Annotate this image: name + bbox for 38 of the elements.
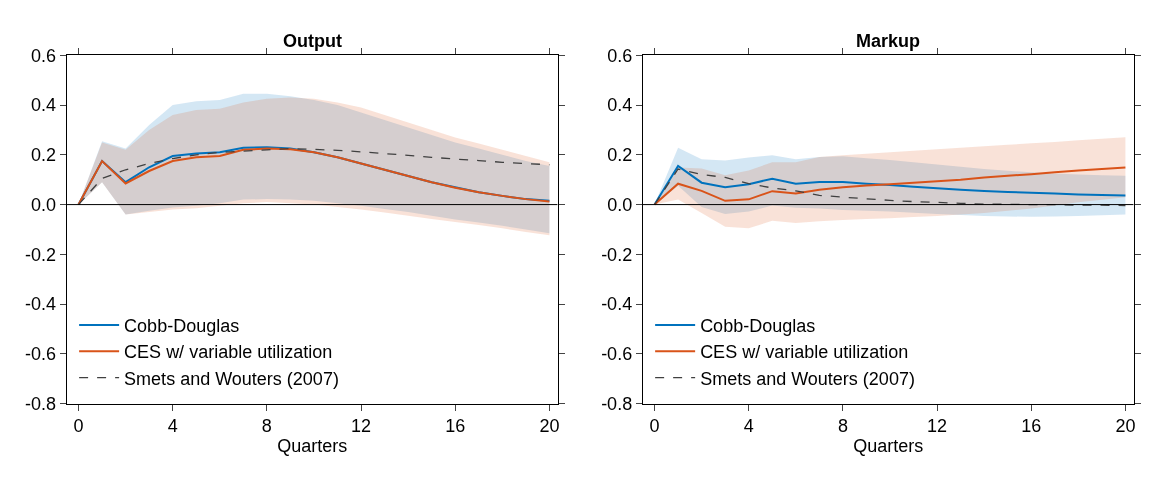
legend-label: CES w/ variable utilization	[700, 342, 909, 363]
x-tick-label: 16	[445, 416, 466, 437]
y-tick-label: -0.8	[601, 393, 633, 414]
y-tick-label: 0.6	[31, 45, 57, 66]
x-tick-label: 12	[351, 416, 372, 437]
chart-title: Output	[283, 31, 342, 51]
y-tick-label: -0.6	[25, 344, 57, 365]
x-tick-label: 8	[261, 416, 272, 437]
y-tick-label: -0.4	[601, 294, 633, 315]
x-tick-label: 4	[167, 416, 178, 437]
y-tick-label: -0.2	[25, 244, 57, 265]
x-tick-label: 4	[743, 416, 754, 437]
y-tick-label: -0.4	[25, 294, 57, 315]
x-tick-label: 8	[837, 416, 848, 437]
y-tick-label: 0.2	[31, 145, 57, 166]
legend-label: Smets and Wouters (2007)	[124, 368, 339, 389]
legend-label: Cobb-Douglas	[124, 315, 240, 336]
y-tick-label: 0.0	[31, 194, 57, 215]
legend-label: Smets and Wouters (2007)	[700, 368, 915, 389]
y-tick-label: -0.8	[25, 393, 57, 414]
x-tick-label: 0	[649, 416, 660, 437]
x-tick-label: 16	[1021, 416, 1042, 437]
x-tick-label: 20	[1115, 416, 1136, 437]
y-tick-label: 0.2	[607, 145, 633, 166]
x-axis-title: Quarters	[277, 436, 348, 457]
y-tick-label: 0.6	[607, 45, 633, 66]
x-tick-label: 0	[73, 416, 84, 437]
y-tick-label: -0.2	[601, 244, 633, 265]
chart-title: Markup	[856, 31, 921, 51]
legend-label: CES w/ variable utilization	[124, 342, 333, 363]
y-tick-label: -0.6	[601, 344, 633, 365]
y-tick-label: 0.0	[607, 194, 633, 215]
x-tick-label: 12	[927, 416, 948, 437]
x-tick-label: 20	[539, 416, 560, 437]
y-tick-label: 0.4	[607, 95, 633, 116]
y-tick-label: 0.4	[31, 95, 57, 116]
x-axis-title: Quarters	[853, 436, 924, 457]
legend-label: Cobb-Douglas	[700, 315, 816, 336]
